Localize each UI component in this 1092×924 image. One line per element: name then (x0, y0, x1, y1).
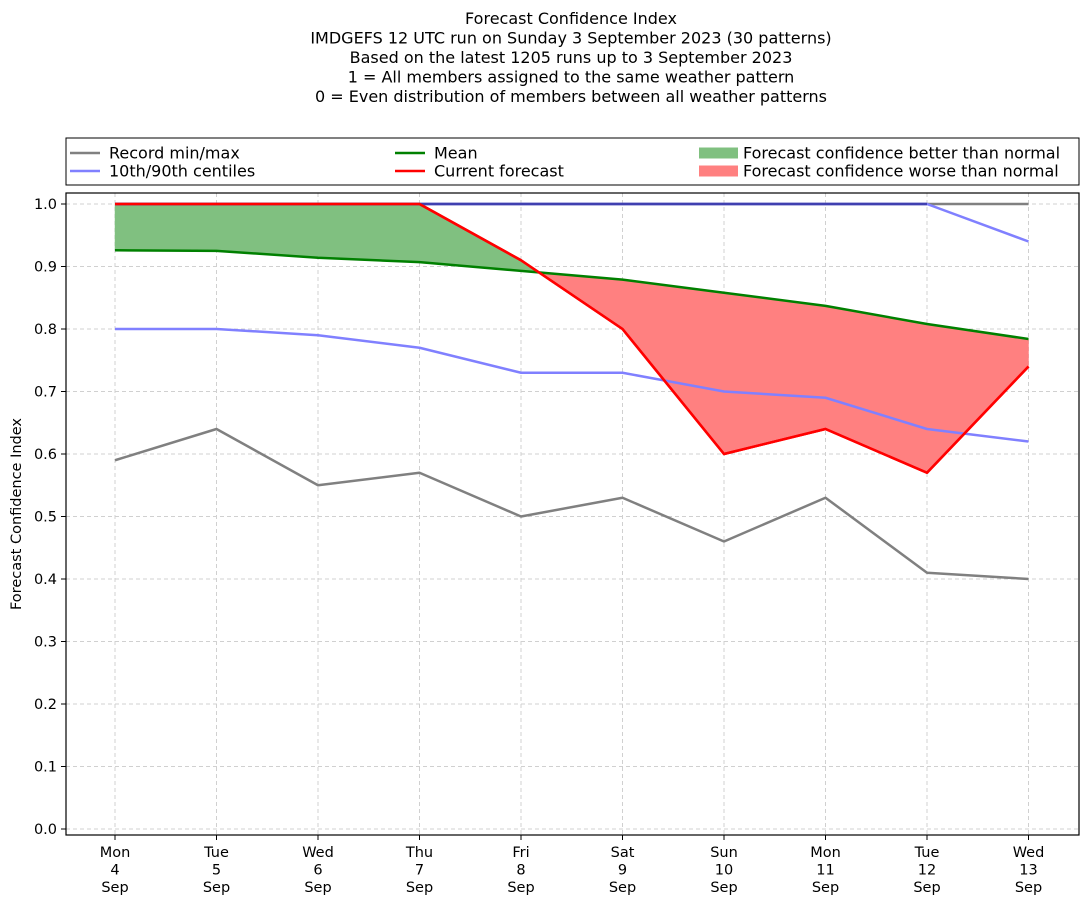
series-line-10th-centile (115, 327, 1029, 443)
title-line: Forecast Confidence Index (465, 9, 677, 28)
fill-worse-than-normal (825, 305, 928, 474)
title-line: Based on the latest 1205 runs up to 3 Se… (350, 48, 793, 67)
y-tick-label: 0.2 (34, 697, 57, 713)
x-tick-label: Thu 7 Sep (405, 845, 433, 896)
y-tick-label: 0.1 (34, 760, 57, 776)
x-tick-label: Fri 8 Sep (507, 845, 534, 896)
legend-patch-swatch (699, 147, 738, 159)
fill-better-than-normal (216, 203, 319, 259)
series-line-current-forecast-top (115, 202, 1030, 474)
series-lines (114, 202, 1030, 581)
legend-label: Record min/max (109, 144, 240, 163)
fill-better-than-normal (317, 203, 420, 263)
x-tick-label: Tue 12 Sep (913, 845, 940, 896)
legend-label: 10th/90th centiles (109, 162, 255, 181)
title-line: 0 = Even distribution of members between… (315, 87, 827, 106)
y-tick-label: 0.3 (34, 635, 57, 651)
legend-patch-swatch (699, 165, 738, 177)
x-tick-label: Sun 10 Sep (710, 845, 738, 896)
x-tick-label: Sat 9 Sep (609, 845, 636, 896)
y-tick-label: 0.6 (34, 447, 57, 463)
fill-worse-than-normal (723, 292, 826, 455)
y-axis: 0.0 0.1 0.2 0.3 0.4 0.5 0.6 0.7 0.8 0.9 1.0 (34, 197, 66, 838)
y-tick-label: 1.0 (34, 197, 57, 213)
fill-better-than-normal (114, 203, 217, 252)
y-tick-label: 0.7 (34, 385, 57, 401)
legend-label: Forecast confidence better than normal (743, 144, 1060, 163)
title-line: 1 = All members assigned to the same wea… (348, 68, 795, 87)
legend-label: Current forecast (434, 162, 564, 181)
legend-box (65, 137, 1080, 186)
confidence-fills (114, 203, 1029, 474)
fill-worse-than-normal (926, 323, 1029, 474)
y-tick-label: 0.5 (34, 510, 57, 526)
x-tick-label: Mon 4 Sep (100, 845, 131, 896)
y-tick-label: 0.4 (34, 572, 57, 588)
y-tick-label: 0.0 (34, 822, 57, 838)
series-line-record-min (114, 427, 1029, 581)
title-line: IMDGEFS 12 UTC run on Sunday 3 September… (310, 29, 831, 48)
x-axis: Mon 4 Sep Tue 5 Sep Wed 6 Sep Thu 7 Sep Fri 8 Sep Sat 9 S… (100, 835, 1045, 896)
x-tick-label: Wed 13 Sep (1013, 845, 1045, 896)
y-tick-label: 0.9 (34, 260, 57, 276)
y-axis-label: Forecast Confidence Index (9, 418, 25, 610)
fill-worse-than-normal (622, 279, 725, 455)
x-tick-label: Mon 11 Sep (810, 845, 841, 896)
legend-label: Forecast confidence worse than normal (743, 162, 1059, 181)
series-line-mean (114, 249, 1029, 341)
fill-better-than-normal (419, 203, 522, 272)
y-tick-label: 0.8 (34, 322, 57, 338)
legend-label: Mean (434, 144, 478, 163)
plot-frame (65, 192, 1080, 836)
x-tick-label: Tue 5 Sep (203, 845, 230, 896)
x-tick-label: Wed 6 Sep (302, 845, 334, 896)
